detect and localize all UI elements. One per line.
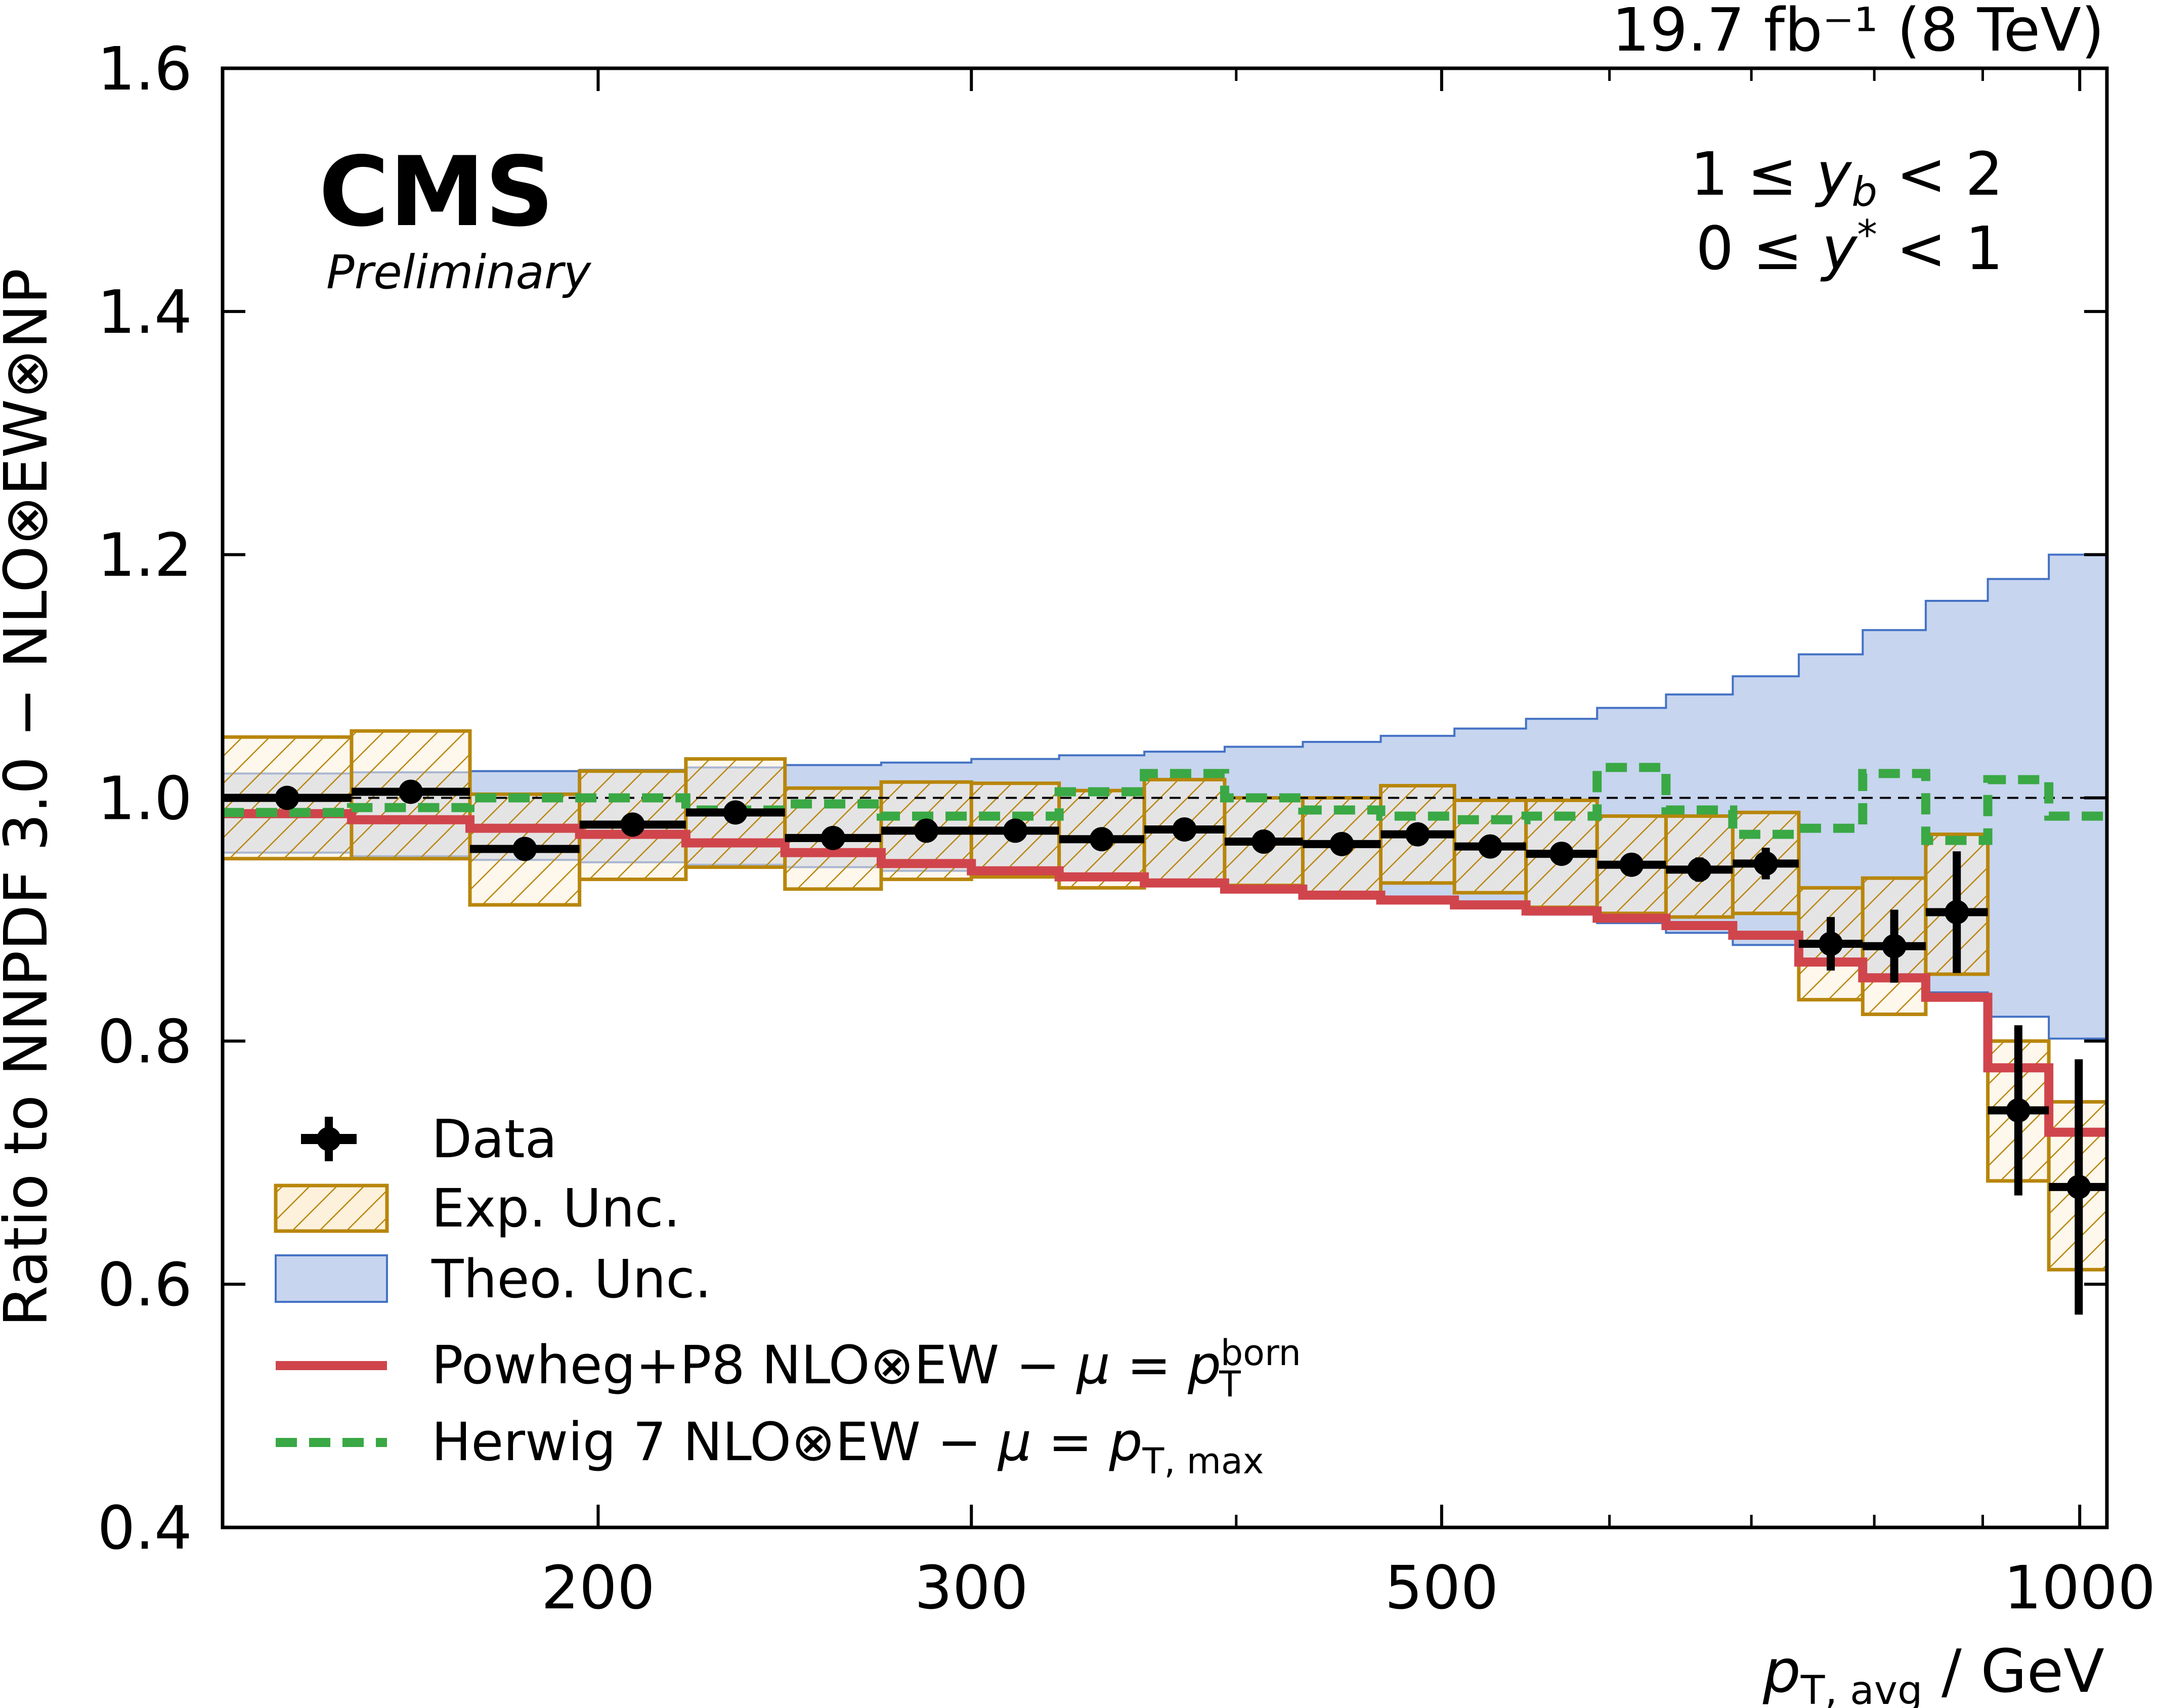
preliminary-label: Preliminary [326,245,592,299]
lumi-label: 19.7 fb⁻¹ (8 TeV) [1612,0,2104,65]
data-point [1549,842,1574,866]
legend-entry-exp-unc: Exp. Unc. [274,1177,680,1239]
legend-label-exp-unc: Exp. Unc. [432,1177,680,1239]
region-ystar: 0 ≤ y* < 1 [1696,211,2003,283]
cms-logo-text: CMS [319,136,554,248]
x-tick-label: 500 [1385,1553,1498,1623]
y-tick-label: 1.2 [97,520,192,590]
legend-label-powheg: Powheg+P8 NLO⊗EW − μ = pTborn [432,1332,1301,1405]
legend-label-theo-unc: Theo. Unc. [431,1248,712,1310]
region-yb: 1 ≤ yb < 2 [1690,139,2003,215]
y-tick-label: 0.8 [97,1006,192,1076]
data-point [620,812,645,837]
powheg-step-line [223,809,2107,1137]
data-point [1819,932,1843,956]
y-axis-title: Ratio to NNPDF 3.0 − NLO⊗EW⊗NP [0,268,61,1327]
data-point [1003,818,1027,843]
legend-label-herwig: Herwig 7 NLO⊗EW − μ = pT, max [432,1411,1264,1482]
x-tick-label: 1000 [2004,1553,2155,1623]
data-point [1329,831,1354,856]
data-point [1619,852,1644,877]
x-axis-title: pT, avg / GeV [1762,1636,2104,1708]
data-point [1687,857,1712,882]
data-point [1405,822,1430,847]
plot-area [223,553,2107,1315]
y-tick-label: 0.4 [97,1493,192,1563]
data-point [2066,1174,2091,1199]
legend-entry-data: Data [301,1108,557,1170]
data-point [2006,1098,2031,1123]
legend: Data Exp. Unc. Theo. Unc. Powheg+P8 NLO⊗… [274,1108,1301,1482]
legend-label-data: Data [432,1108,557,1170]
legend-theo-unc-swatch [275,1254,388,1303]
data-point [275,785,299,810]
y-tick-label: 1.6 [97,34,192,104]
data-point [1882,934,1907,958]
y-tick-label: 1.0 [97,764,192,834]
legend-exp-unc-hatch [274,1184,389,1233]
data-point [1172,817,1197,842]
data-point [1089,827,1114,852]
y-tick-label: 1.4 [97,277,192,347]
data-point [398,779,423,804]
legend-entry-powheg: Powheg+P8 NLO⊗EW − μ = pTborn [276,1332,1301,1405]
x-tick-label: 300 [915,1553,1028,1623]
y-tick-label: 0.6 [97,1250,192,1320]
data-point [512,837,537,861]
data-point [723,800,748,825]
data-point [1478,834,1502,859]
legend-data-marker-dot [317,1127,341,1151]
data-point [1945,900,1969,925]
data-point [1753,851,1778,876]
legend-entry-herwig: Herwig 7 NLO⊗EW − μ = pT, max [276,1411,1264,1482]
data-point [821,825,845,850]
data-point [914,818,939,843]
axis-ticks: 0.4 0.6 0.8 1.0 1.2 1.4 1.6 200 300 500 1000 [97,34,2155,1623]
legend-entry-theo-unc: Theo. Unc. [275,1248,712,1310]
data-point [1252,829,1276,854]
x-tick-label: 200 [541,1553,655,1623]
